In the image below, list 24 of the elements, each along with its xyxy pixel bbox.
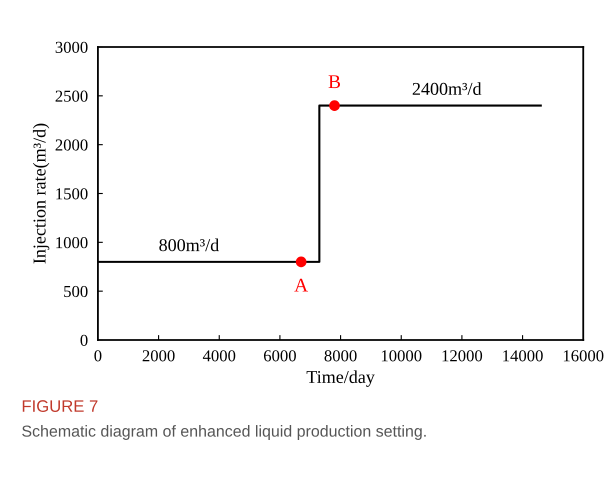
text: Schematic diagram of enhanced liquid production setting.: [22, 425, 426, 440]
x-tick-label: 6000: [264, 350, 296, 362]
x-tick-label: 0: [94, 350, 102, 362]
annotation: B: [328, 75, 340, 88]
y-axis-title: Injection rate(m³/d): [32, 124, 50, 264]
y-tick-label: 1000: [56, 237, 88, 248]
y-tick-label: 1500: [56, 188, 88, 200]
y-tick-label: 0: [80, 334, 88, 346]
annotation: A: [294, 278, 308, 292]
x-tick-label: 8000: [324, 350, 357, 362]
x-tick-label: 12000: [442, 350, 482, 362]
x-tick-label: 14000: [503, 350, 543, 362]
y-tick-label: 2000: [56, 139, 88, 151]
text: FIGURE 7: [22, 400, 98, 412]
y-tick-label: 2500: [56, 90, 88, 102]
x-tick-label: 10000: [382, 350, 422, 362]
x-tick-label: 2000: [142, 350, 175, 362]
x-tick-label: 16000: [564, 350, 604, 362]
annotation: 2400m³/d: [412, 82, 482, 95]
x-tick-label: 4000: [202, 350, 236, 362]
annotation: 800m³/d: [159, 238, 219, 252]
y-tick-label: 500: [64, 286, 88, 298]
y-tick-label: 3000: [56, 42, 88, 53]
x-axis-title: Time/day: [306, 370, 375, 387]
